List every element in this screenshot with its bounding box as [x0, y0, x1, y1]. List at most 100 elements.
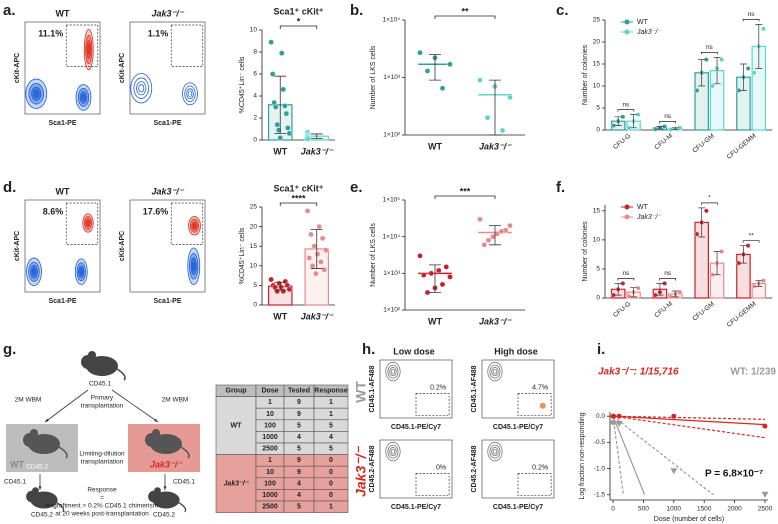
data-point	[313, 270, 319, 277]
mouse-ear	[32, 487, 39, 495]
header-text: Tested	[288, 388, 310, 395]
x-tick-label: CFU-GM	[691, 300, 715, 322]
data-point	[420, 272, 427, 278]
data-point	[447, 274, 453, 280]
density-contour	[487, 361, 503, 382]
data-point	[268, 276, 274, 283]
data-point	[490, 233, 496, 240]
significance-label: ns	[622, 270, 630, 277]
row-label: WT	[353, 381, 369, 403]
cell-text: 10	[266, 469, 274, 476]
density-contour	[86, 220, 90, 226]
data-point	[439, 281, 446, 288]
density-contour	[385, 361, 401, 382]
density-contour	[81, 93, 86, 102]
error-bar	[656, 126, 664, 130]
x-tick-label: WT	[428, 316, 442, 326]
gate-percent: 8.6%	[43, 206, 64, 216]
y-tick-label: 8	[253, 49, 257, 56]
mouse-icon	[23, 429, 68, 459]
density-contour	[182, 82, 198, 106]
data-point	[477, 216, 483, 222]
error-bar	[614, 116, 622, 126]
gate	[65, 202, 99, 245]
cell-text: 1	[329, 399, 333, 406]
y-axis-label: %CD45⁺Lin⁻ cells	[239, 56, 246, 113]
cell-text: 0	[329, 469, 333, 476]
y-axis-label: Number of LKS cells	[370, 223, 377, 287]
data-point	[311, 243, 318, 249]
gate-percent: 0%	[436, 464, 446, 471]
significance-label: **	[749, 232, 755, 239]
gated-events	[539, 402, 546, 409]
x-tick-label: WT	[273, 146, 287, 156]
error-bar	[656, 283, 664, 296]
mouse-icon	[145, 429, 190, 459]
panel-label: c.	[556, 2, 569, 19]
density-contour	[31, 267, 37, 276]
x-tick-label: CFU-GEMM	[726, 132, 758, 160]
mouse-icon	[26, 487, 65, 513]
data-point	[443, 264, 450, 270]
significance-bracket	[742, 19, 760, 22]
donor-label: CD45.1	[173, 479, 195, 486]
y-tick-label: -1.5	[594, 491, 606, 498]
cell-text: 4	[297, 434, 301, 441]
cell-text: 4	[297, 492, 301, 499]
density-contour	[136, 81, 147, 96]
data-point	[269, 71, 276, 77]
chart-title: Sca1⁺ cKit⁺	[273, 183, 323, 193]
y-axis-label: CD45.1-AF488	[369, 365, 376, 412]
significance-label: ns	[748, 11, 756, 18]
header-text: Dose	[261, 388, 278, 395]
data-point	[304, 136, 311, 142]
cell-text: 9	[297, 411, 301, 418]
data-point	[498, 228, 505, 235]
mouse-tail	[58, 446, 68, 459]
y-axis-label: %CD45⁺Lin⁻ cells	[239, 227, 246, 284]
data-point	[309, 262, 316, 269]
step-label: transplantation	[81, 403, 124, 410]
y-tick-label: 0.0	[596, 413, 605, 420]
y-tick-label: 1×10⁵	[383, 197, 401, 204]
significance-bracket	[279, 202, 318, 206]
significance-label: **	[461, 6, 469, 16]
flow-plot	[24, 199, 101, 293]
y-tick-label: 1×10³	[383, 74, 401, 81]
x-tick-label: CFU-GM	[691, 132, 715, 154]
gate	[415, 393, 450, 417]
legend-marker	[624, 214, 630, 220]
table-cell	[313, 500, 349, 513]
data-point	[308, 231, 314, 238]
error-bar	[671, 127, 679, 130]
jak3-label: Jak3⁻/⁻	[150, 459, 183, 469]
data-point	[485, 237, 492, 244]
density-contour	[133, 77, 149, 99]
significance-label: ns	[622, 101, 630, 108]
x-tick-label: CFU-M	[653, 132, 674, 151]
data-point	[761, 26, 766, 32]
error-bar	[614, 283, 622, 296]
cell-text: 5	[297, 504, 301, 511]
panel-label: d.	[3, 179, 16, 196]
gate	[517, 473, 552, 497]
mouse-tail	[180, 446, 190, 459]
y-tick-label: 15	[593, 208, 601, 215]
cell-text: 0	[329, 480, 333, 487]
cell-text: 2500	[262, 504, 278, 511]
x-tick-label: 1000	[667, 506, 682, 513]
error-bar	[310, 228, 323, 269]
gate	[170, 202, 204, 245]
recipient-label: CD45.2	[153, 512, 175, 519]
flow-plot	[24, 21, 101, 115]
fit-line	[612, 415, 714, 496]
cell-text: 1	[329, 411, 333, 418]
y-axis-label: CD45.2-AF488	[369, 445, 376, 492]
y-tick-label: 4	[253, 93, 257, 100]
density-contour	[387, 444, 399, 459]
gate	[170, 24, 204, 67]
mouse-ear	[30, 429, 38, 437]
data-point	[671, 413, 677, 419]
cell-text: 1000	[262, 492, 278, 499]
chart-title: Sca1⁺ cKit⁺	[273, 6, 323, 16]
